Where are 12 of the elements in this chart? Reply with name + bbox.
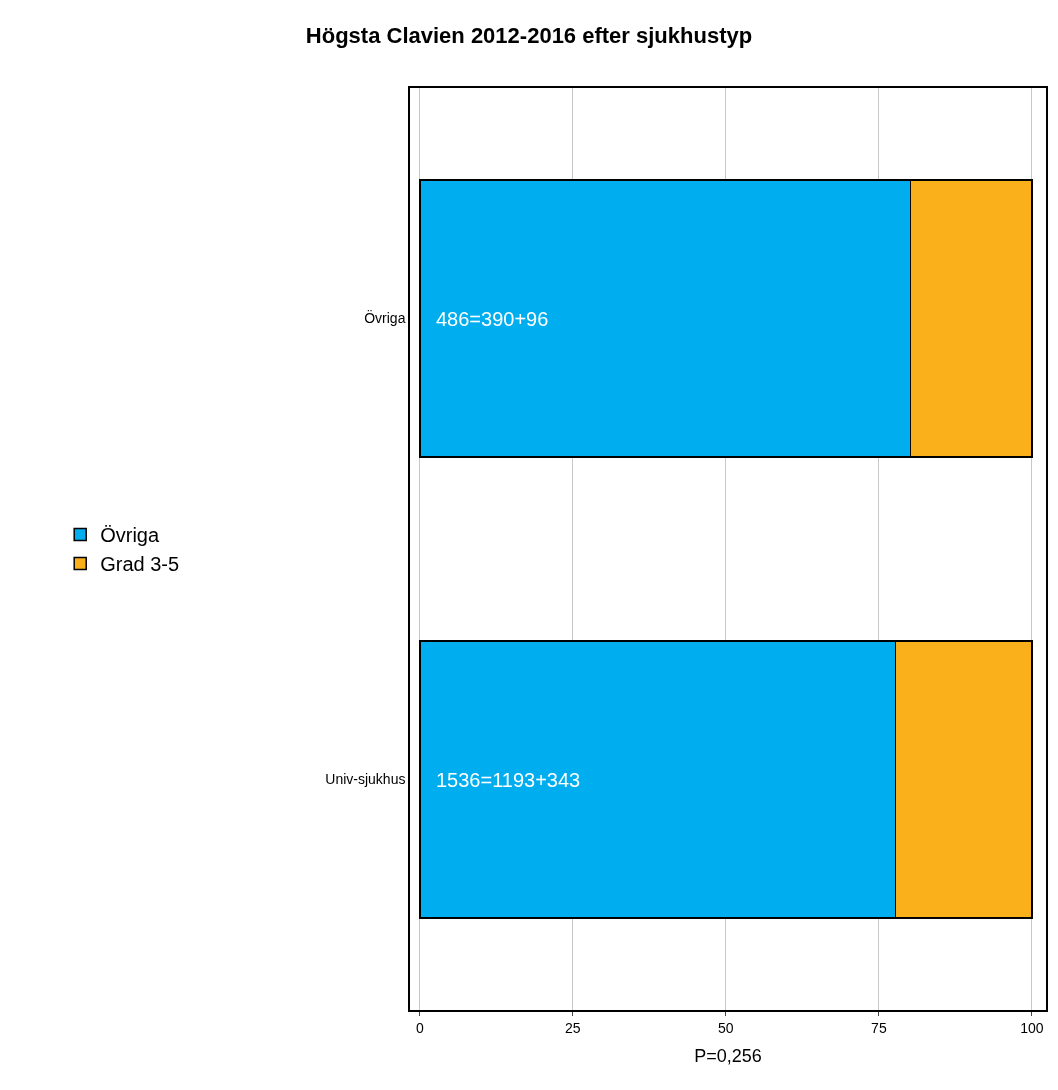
x-tick-label: 75	[871, 1019, 887, 1036]
annotation: 1536=1193+343	[436, 769, 581, 791]
annotation: 486=390+96	[436, 308, 549, 330]
y-tick-label: Univ-sjukhus	[325, 771, 406, 788]
legend-label: Övriga	[100, 524, 160, 547]
x-tick-label: 0	[415, 1019, 424, 1036]
chart-title: Högsta Clavien 2012-2016 efter sjukhustyp	[305, 22, 753, 48]
x-tick-label: 50	[718, 1019, 734, 1036]
x-tick-label: 25	[565, 1019, 581, 1036]
x-tick-label: 100	[1020, 1019, 1044, 1036]
x-axis-title: P=0,256	[694, 1046, 762, 1067]
legend-label: Grad 3-5	[100, 553, 180, 576]
